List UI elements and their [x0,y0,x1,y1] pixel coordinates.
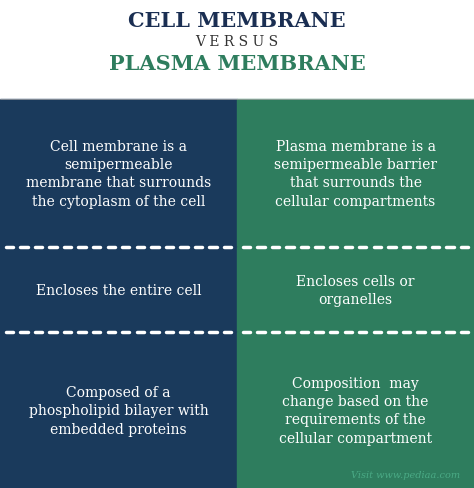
Text: Plasma membrane is a
semipermeable barrier
that surrounds the
cellular compartme: Plasma membrane is a semipermeable barri… [274,139,437,208]
Text: Composed of a
phospholipid bilayer with
embedded proteins: Composed of a phospholipid bilayer with … [28,385,209,436]
Text: Encloses cells or
organelles: Encloses cells or organelles [296,274,415,306]
Bar [237,100,474,247]
Bar [0,0,474,100]
Bar [0,247,237,333]
Text: Encloses the entire cell: Encloses the entire cell [36,283,201,297]
Text: V E R S U S: V E R S U S [195,35,279,48]
Bar [237,333,474,488]
Text: CELL MEMBRANE: CELL MEMBRANE [128,11,346,31]
Bar [237,247,474,333]
Text: Visit www.pediaa.com: Visit www.pediaa.com [351,470,460,479]
Bar [0,333,237,488]
Text: Cell membrane is a
semipermeable
membrane that surrounds
the cytoplasm of the ce: Cell membrane is a semipermeable membran… [26,139,211,208]
Bar [0,100,237,247]
Text: Composition  may
change based on the
requirements of the
cellular compartment: Composition may change based on the requ… [279,376,432,445]
Text: PLASMA MEMBRANE: PLASMA MEMBRANE [109,54,365,73]
